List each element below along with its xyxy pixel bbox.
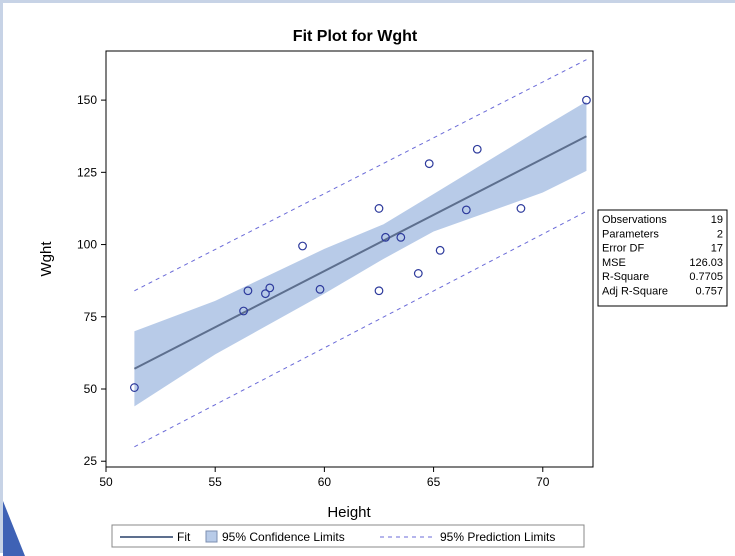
data-point <box>298 241 307 251</box>
stat-label: Error DF <box>602 243 644 255</box>
stat-value: 126.03 <box>689 257 723 269</box>
data-point <box>472 144 482 154</box>
prediction-limits-layer <box>134 59 587 448</box>
stat-value: 17 <box>711 243 723 255</box>
data-point <box>381 232 390 242</box>
fit-line <box>133 135 587 370</box>
y-axis-label: Wght <box>38 241 55 277</box>
stat-label: Adj R-Square <box>602 286 668 298</box>
data-point <box>424 159 434 169</box>
data-point <box>265 283 275 293</box>
data-point <box>374 286 384 296</box>
y-tick-label: 100 <box>77 238 97 252</box>
x-axis-label: Height <box>327 504 371 521</box>
confidence-band-layer <box>134 101 587 407</box>
data-point <box>243 286 253 296</box>
prediction-limit-lower <box>134 210 587 448</box>
data-point <box>129 383 139 392</box>
legend-fit-label: Fit <box>177 530 191 544</box>
y-tick-label: 75 <box>84 310 98 324</box>
data-point <box>582 95 591 105</box>
data-point <box>261 289 270 299</box>
legend-prediction-label: 95% Prediction Limits <box>440 530 555 544</box>
data-point <box>396 232 406 242</box>
stat-value: 2 <box>717 228 723 240</box>
x-tick-label: 70 <box>536 475 550 489</box>
plot-area <box>105 50 594 468</box>
y-tick-label: 50 <box>84 382 98 396</box>
x-axis: 50 55 60 65 70 <box>99 467 550 489</box>
legend-border <box>111 524 585 548</box>
legend: Fit 95% Confidence Limits 95% Prediction… <box>111 524 585 548</box>
fit-line-layer <box>133 135 587 370</box>
stat-label: R-Square <box>602 271 649 283</box>
data-point <box>374 204 384 213</box>
x-tick-label: 50 <box>99 475 113 489</box>
data-point <box>239 306 248 316</box>
x-tick-label: 60 <box>318 475 332 489</box>
stat-label: MSE <box>602 257 626 269</box>
corner-decoration <box>3 501 25 556</box>
fit-statistics-table: Observations 19 Parameters 2 Error DF 17 MSE 12… <box>597 209 728 307</box>
y-tick-label: 150 <box>77 93 97 107</box>
legend-confidence-label: 95% Confidence Limits <box>222 530 345 544</box>
y-axis: 25 50 75 100 125 150 <box>77 93 106 468</box>
data-point <box>461 205 471 215</box>
data-points-layer <box>129 95 591 392</box>
fit-plot: Fit Plot for Wght 50 55 60 65 70 25507510012… <box>38 28 728 548</box>
fit-statistics-border <box>597 209 728 307</box>
data-point <box>413 269 423 278</box>
stat-value: 0.7705 <box>689 271 723 283</box>
x-tick-label: 55 <box>209 475 223 489</box>
data-point <box>435 245 445 255</box>
stat-label: Observations <box>602 214 667 226</box>
data-point <box>315 284 325 294</box>
stat-label: Parameters <box>602 228 659 240</box>
chart-title: Fit Plot for Wght <box>293 28 418 45</box>
legend-confidence-swatch <box>205 530 218 543</box>
data-point <box>516 204 526 213</box>
y-tick-label: 125 <box>77 165 97 179</box>
x-tick-label: 65 <box>427 475 441 489</box>
y-tick-label: 25 <box>84 454 98 468</box>
confidence-band <box>134 101 587 407</box>
stat-value: 0.757 <box>695 286 723 298</box>
stat-value: 19 <box>711 214 723 226</box>
